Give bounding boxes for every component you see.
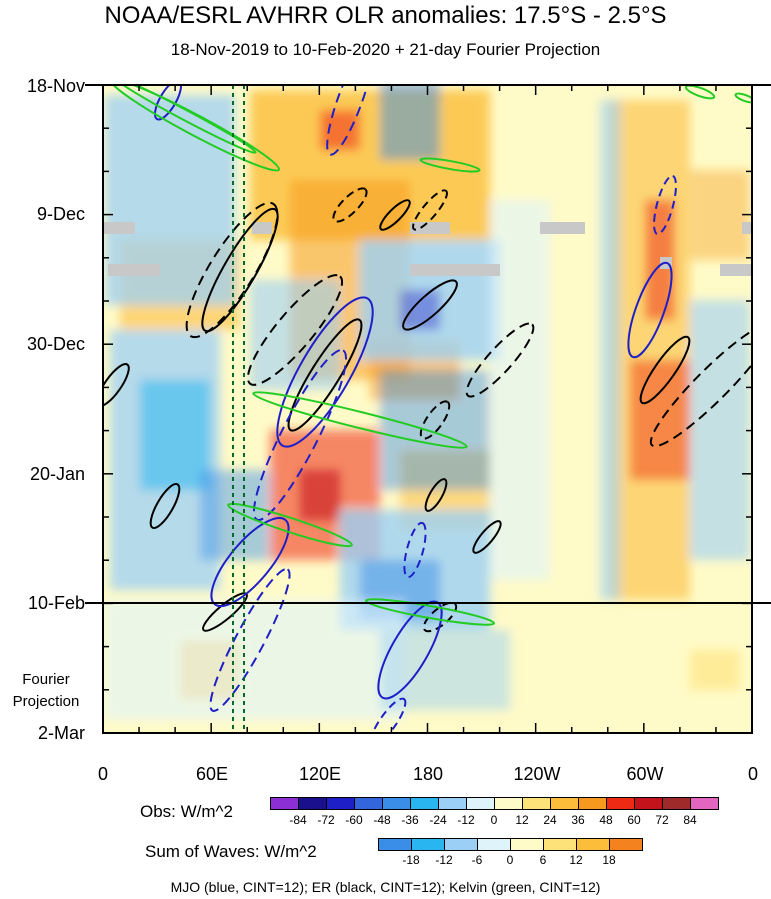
y-tick-label: 2-Mar xyxy=(37,723,85,743)
colorbar-tick-label: -6 xyxy=(471,853,483,867)
colorbar-tick-label: -12 xyxy=(457,813,475,827)
colorbar-swatch xyxy=(444,838,478,851)
colorbar-swatch xyxy=(354,797,383,810)
colorbar-tick-label: 18 xyxy=(602,853,616,867)
chart-subtitle: 18-Nov-2019 to 10-Feb-2020 + 21-day Four… xyxy=(170,40,601,59)
colorbar-tick-label: -60 xyxy=(345,813,363,827)
colorbar-swatch xyxy=(578,797,607,810)
colorbar-swatch xyxy=(606,797,635,810)
colorbar-tick-label: 0 xyxy=(490,813,498,827)
waves-colorbar-title: Sum of Waves: W/m^2 xyxy=(145,842,317,861)
x-tick-label: 120W xyxy=(513,764,561,784)
x-tick-label: 60W xyxy=(626,764,664,784)
colorbar-tick-label: 84 xyxy=(683,813,697,827)
colorbar-swatch xyxy=(326,797,355,810)
colorbar-swatch xyxy=(543,838,577,851)
x-tick-label: 180 xyxy=(412,764,444,784)
colorbar-tick-label: 24 xyxy=(543,813,557,827)
colorbar-swatch xyxy=(494,797,523,810)
colorbar-swatch xyxy=(466,797,495,810)
colorbar-tick-label: 48 xyxy=(599,813,613,827)
colorbar-tick-label: 12 xyxy=(569,853,583,867)
missing-data-bars xyxy=(103,222,752,276)
colorbar-tick-label: 0 xyxy=(506,853,514,867)
x-tick-label: 0 xyxy=(747,764,758,784)
kelvin-contours xyxy=(109,85,752,626)
colorbar-swatch xyxy=(690,797,719,810)
waves-colorbar xyxy=(378,838,643,851)
colorbar-swatch xyxy=(378,838,412,851)
y-tick-label: 20-Jan xyxy=(29,464,85,484)
colorbar-tick-label: 60 xyxy=(627,813,641,827)
colorbar-swatch xyxy=(410,797,439,810)
colorbar-tick-label: -12 xyxy=(435,853,453,867)
x-tick-label: 0 xyxy=(97,764,108,784)
y-tick-label: 9-Dec xyxy=(36,204,85,224)
y-tick-label: 30-Dec xyxy=(26,334,85,354)
colorbar-swatch xyxy=(634,797,663,810)
colorbar-swatch xyxy=(270,797,299,810)
colorbar-swatch xyxy=(382,797,411,810)
colorbar-swatch xyxy=(662,797,691,810)
y-tick-label: 18-Nov xyxy=(26,76,85,96)
colorbar-swatch xyxy=(510,838,544,851)
legend-note: MJO (blue, CINT=12); ER (black, CINT=12)… xyxy=(170,879,601,895)
colorbar-swatch xyxy=(550,797,579,810)
colorbar-tick-label: 6 xyxy=(539,853,547,867)
colorbar-tick-label: 36 xyxy=(571,813,585,827)
colorbar-tick-label: -72 xyxy=(317,813,335,827)
axis-ticks xyxy=(102,84,753,734)
x-tick-label: 60E xyxy=(195,764,229,784)
colorbar-tick-label: -84 xyxy=(289,813,307,827)
olr-anomaly-field xyxy=(105,85,750,720)
colorbar-swatch xyxy=(298,797,327,810)
colorbar-swatch xyxy=(438,797,467,810)
colorbar-tick-label: 72 xyxy=(655,813,669,827)
colorbar-swatch xyxy=(522,797,551,810)
colorbar-swatch xyxy=(411,838,445,851)
colorbar-swatch xyxy=(576,838,610,851)
colorbar-swatch xyxy=(609,838,643,851)
projection-label: Fourier Projection xyxy=(12,671,80,710)
colorbar-tick-label: -48 xyxy=(373,813,391,827)
colorbar-tick-label: -18 xyxy=(402,853,420,867)
hovmoller-plot xyxy=(85,84,771,734)
obs-colorbar xyxy=(270,797,719,810)
chart-title: NOAA/ESRL AVHRR OLR anomalies: 17.5°S - … xyxy=(104,2,667,29)
colorbar-tick-label: -24 xyxy=(429,813,447,827)
obs-colorbar-title: Obs: W/m^2 xyxy=(140,802,233,821)
colorbar-tick-label: 12 xyxy=(515,813,529,827)
colorbar-swatch xyxy=(477,838,511,851)
x-tick-label: 120E xyxy=(298,764,342,784)
colorbar-tick-label: -36 xyxy=(401,813,419,827)
y-tick-label: 10-Feb xyxy=(27,593,85,613)
